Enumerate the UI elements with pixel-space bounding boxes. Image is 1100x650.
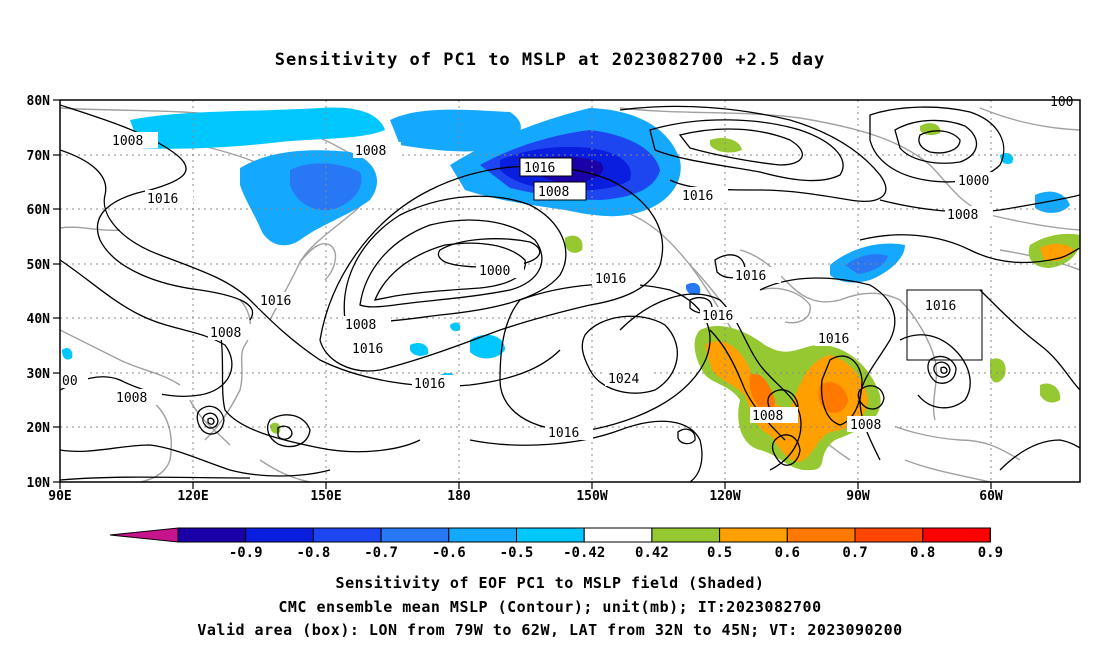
contour-label: 1008	[538, 185, 569, 200]
contour-label: 00	[62, 374, 78, 389]
latitude-labels: 80N 70N 60N 50N 40N 30N 20N 10N	[27, 94, 51, 491]
longitude-labels: 90E 120E 150E 180 150W 120W 90W 60W	[48, 489, 1003, 504]
contour-label: 1008	[752, 409, 783, 424]
contour-label: 1016	[524, 161, 555, 176]
contour-label: 1016	[595, 272, 626, 287]
colorbar-label: -0.7	[364, 545, 398, 561]
contour-label: 1016	[818, 332, 849, 347]
colorbar-label: 0.42	[635, 545, 669, 561]
colorbar-label: 0.5	[707, 545, 732, 561]
colorbar-label: -0.8	[297, 545, 331, 561]
colorbar-label: 0.7	[842, 545, 867, 561]
contour-label: 1008	[947, 208, 978, 223]
colorbar-segment	[651, 527, 721, 543]
caption-line-2: CMC ensemble mean MSLP (Contour); unit(m…	[278, 598, 822, 616]
contour-label: 1024	[608, 372, 639, 387]
colorbar-segment	[380, 527, 450, 543]
contour-label: 1016	[548, 426, 579, 441]
lat-label: 50N	[27, 258, 51, 273]
lat-label: 70N	[27, 149, 51, 164]
lat-label: 20N	[27, 421, 51, 436]
contour-label: 1016	[682, 189, 713, 204]
colorbar-segment	[719, 527, 788, 543]
lon-label: 90W	[846, 489, 870, 504]
lon-label: 150W	[576, 489, 607, 504]
colorbar: -0.9 -0.8 -0.7 -0.6 -0.5 -0.42 0.42 0.5 0.6 0.7 0.…	[109, 527, 1003, 561]
colorbar-segment	[177, 527, 247, 543]
tick-marks	[53, 99, 992, 489]
lon-label: 120E	[177, 489, 208, 504]
colorbar-label: -0.42	[563, 545, 605, 561]
contour-label: 1000	[479, 264, 510, 279]
contour-labels: 1008 1016 1008 1016 1008 1016 1000 1008 …	[60, 95, 1080, 441]
lat-label: 10N	[27, 476, 51, 491]
contour-label: 1016	[735, 269, 766, 284]
contour-label: 1016	[414, 377, 445, 392]
colorbar-label: -0.6	[432, 545, 466, 561]
contour-label: 1016	[352, 342, 383, 357]
contour-label: 1016	[702, 309, 733, 324]
lon-label: 150E	[310, 489, 341, 504]
lat-label: 30N	[27, 367, 51, 382]
contour-label: 1008	[116, 391, 147, 406]
contour-label: 1008	[112, 134, 143, 149]
lon-label: 60W	[979, 489, 1003, 504]
contour-label: 1008	[210, 326, 241, 341]
colorbar-label: -0.5	[500, 545, 534, 561]
colorbar-segment	[583, 527, 653, 543]
contour-label: 1016	[925, 299, 956, 314]
colorbar-label: 0.6	[775, 545, 800, 561]
mslp-contours	[60, 104, 1080, 482]
colorbar-label: 0.8	[910, 545, 935, 561]
positive-sensitivity-shading	[270, 123, 1080, 471]
caption-line-1: Sensitivity of EOF PC1 to MSLP field (Sh…	[335, 574, 765, 592]
valid-area-box	[906, 289, 983, 361]
lon-label: 120W	[709, 489, 740, 504]
contour-label: 100	[1050, 95, 1073, 110]
contour-label: 1008	[850, 418, 881, 433]
colorbar-segment	[922, 527, 991, 543]
contour-label: 1016	[260, 294, 291, 309]
colorbar-segment	[854, 527, 924, 543]
caption-line-3: Valid area (box): LON from 79W to 62W, L…	[197, 621, 903, 639]
lat-label: 80N	[27, 94, 51, 109]
contour-label: 1008	[355, 144, 386, 159]
lat-label: 60N	[27, 203, 51, 218]
colorbar-label: -0.9	[229, 545, 263, 561]
colorbar-segment	[245, 527, 314, 543]
colorbar-label: 0.9	[978, 545, 1003, 561]
lon-label: 90E	[48, 489, 71, 504]
colorbar-low-triangle	[109, 527, 179, 543]
colorbar-segment	[312, 527, 382, 543]
contour-label: 1000	[958, 174, 989, 189]
plot-frame	[59, 99, 1081, 483]
lat-label: 40N	[27, 312, 51, 327]
colorbar-segment	[786, 527, 856, 543]
lon-label: 180	[447, 489, 471, 504]
colorbar-segment	[448, 527, 517, 543]
colorbar-segment	[516, 527, 585, 543]
contour-label: 1016	[147, 192, 178, 207]
contour-label: 1008	[345, 318, 376, 333]
map-title: Sensitivity of PC1 to MSLP at 2023082700…	[274, 50, 826, 70]
